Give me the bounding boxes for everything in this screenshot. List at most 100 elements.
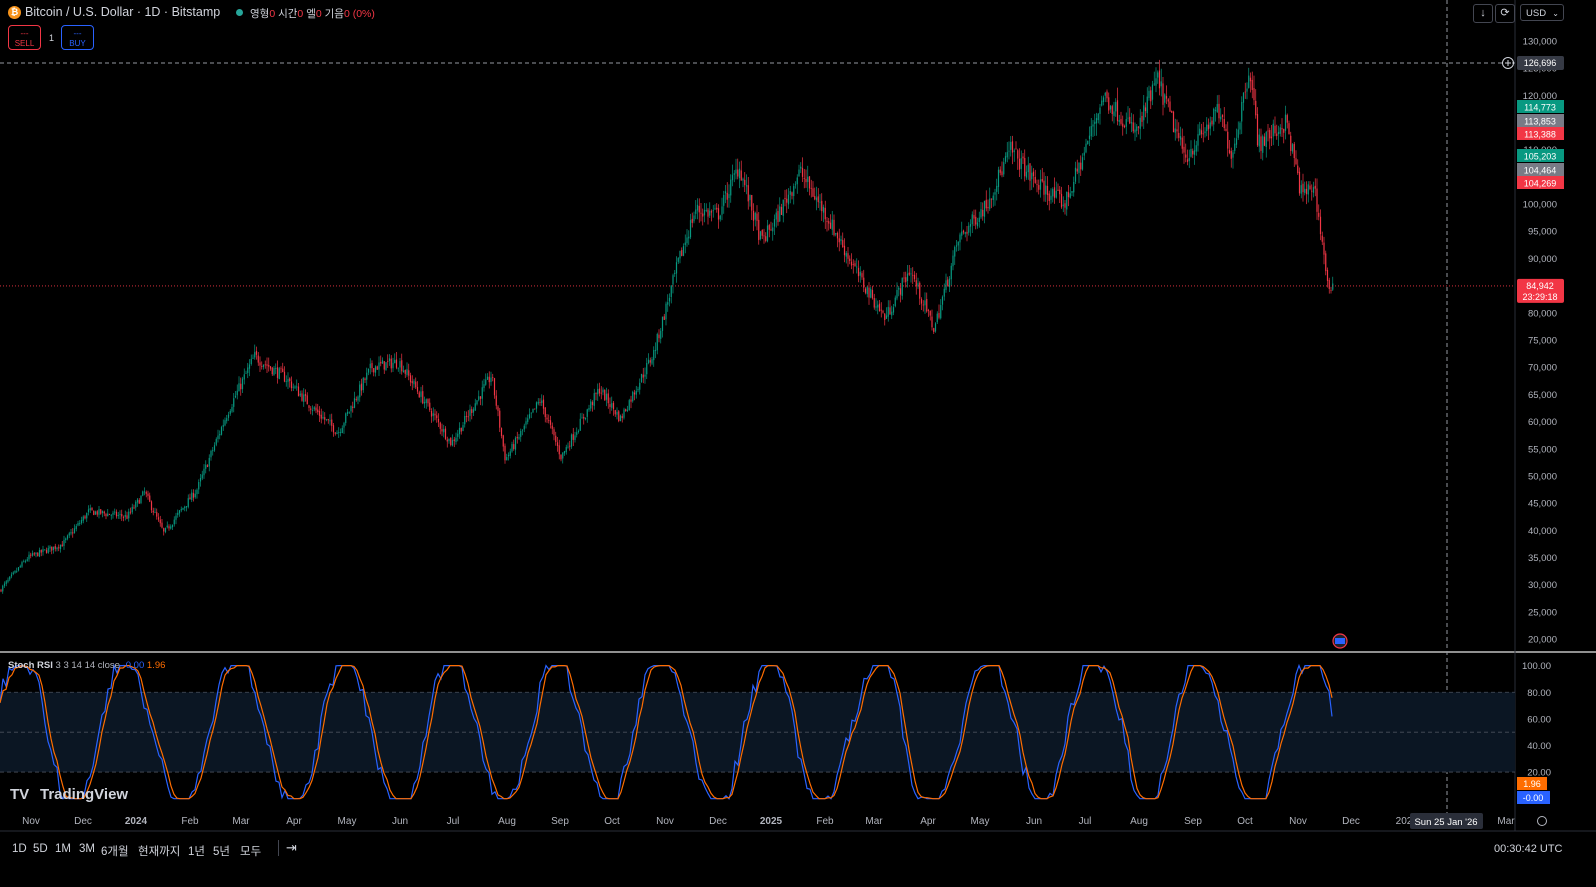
candle-body: [950, 265, 952, 280]
time-tick-label: Apr: [920, 816, 936, 827]
candle-body: [429, 402, 431, 411]
candle-body: [143, 491, 146, 493]
timeframe-button[interactable]: 6개월: [101, 846, 129, 858]
chart-header: ₿ Bitcoin / U.S. Dollar · 1D · Bitstamp …: [0, 0, 1596, 24]
time-tick-label: Jun: [392, 816, 408, 827]
candle-body: [378, 362, 380, 370]
timeframe-button[interactable]: 5D: [33, 843, 48, 855]
candle-body: [803, 178, 805, 179]
buy-button[interactable]: --- BUY: [61, 25, 94, 50]
timeframe-button[interactable]: 현재까지: [138, 846, 181, 858]
timeframe-button[interactable]: 모두: [240, 846, 262, 858]
candle-body: [1118, 120, 1120, 122]
candle-body: [292, 386, 294, 388]
candle-body: [758, 219, 760, 241]
candle-body: [446, 439, 448, 442]
candle-body: [796, 177, 798, 185]
candle-body: [759, 231, 762, 240]
candle-body: [296, 386, 298, 388]
candle-body: [465, 415, 468, 417]
candle-body: [1202, 133, 1204, 135]
candle-body: [170, 526, 172, 529]
time-tick-label: Oct: [604, 816, 620, 827]
candle-body: [871, 290, 874, 299]
candle-body: [10, 574, 13, 577]
candle-body: [254, 352, 256, 358]
candle-body: [1286, 115, 1288, 123]
candle-body: [476, 400, 478, 405]
candle-body: [164, 527, 167, 533]
clock-readout[interactable]: 00:30:42 UTC: [1494, 843, 1563, 855]
candle-body: [420, 391, 422, 397]
timeframe-button[interactable]: 1D: [12, 843, 27, 855]
chevron-down-icon: ⌄: [1552, 9, 1559, 18]
candle-body: [875, 306, 877, 308]
candle-body: [962, 230, 965, 233]
candle-body: [205, 464, 207, 469]
candle-body: [619, 415, 622, 422]
candle-body: [283, 371, 286, 382]
candle-body: [602, 389, 604, 393]
candle-body: [192, 493, 195, 498]
candle-body: [117, 514, 119, 516]
arrow-down-icon[interactable]: ↓: [1473, 4, 1493, 23]
timeframe-button[interactable]: 3M: [79, 843, 95, 855]
ohlc-time-value: 0: [297, 8, 304, 20]
candle-body: [1321, 235, 1323, 242]
candle-body: [1127, 117, 1129, 119]
candle-body: [994, 192, 996, 195]
sell-button[interactable]: --- SELL: [8, 25, 41, 50]
candle-body: [523, 425, 525, 430]
candle-body: [833, 219, 835, 236]
sell-label: SELL: [14, 39, 35, 48]
candle-body: [906, 273, 909, 282]
candle-body: [1214, 110, 1217, 112]
candles-group: [0, 59, 1334, 594]
price-tick-label: 50,000: [1528, 471, 1557, 482]
candle-body: [252, 357, 254, 359]
calendar-range-icon[interactable]: ⇥: [286, 840, 297, 855]
candle-body: [742, 178, 744, 181]
candle-body: [861, 273, 863, 278]
candle-body: [101, 511, 104, 514]
candle-body: [201, 474, 203, 479]
candle-body: [100, 509, 102, 514]
timeframe-button[interactable]: 1년: [188, 846, 205, 858]
time-tick-label: Feb: [181, 816, 199, 827]
candle-body: [42, 549, 44, 553]
time-tick-label: Dec: [709, 816, 727, 827]
candle-body: [145, 492, 147, 494]
timeframe-button[interactable]: 5년: [213, 846, 230, 858]
order-quantity[interactable]: 1: [49, 33, 55, 43]
candle-body: [973, 215, 975, 219]
candle-body: [142, 491, 144, 496]
candle-body: [885, 315, 888, 319]
candle-body: [530, 412, 532, 414]
price-tick-label: 55,000: [1528, 444, 1557, 455]
candle-body: [1190, 148, 1192, 157]
time-tick-label: Jun: [1026, 816, 1042, 827]
refresh-icon[interactable]: ⟳: [1495, 4, 1515, 23]
candle-body: [1206, 124, 1208, 131]
stoch-rsi-legend[interactable]: Stoch RSI 3 3 14 14 close -0.00 1.96: [8, 660, 165, 671]
candle-body: [752, 210, 755, 221]
candle-body: [978, 217, 980, 222]
candle-body: [630, 399, 632, 402]
currency-select[interactable]: USD ⌄: [1520, 4, 1564, 21]
candle-body: [702, 213, 704, 217]
ohlc-low-label: 엘: [306, 8, 316, 20]
candle-body: [698, 205, 700, 213]
candle-body: [637, 388, 639, 391]
candle-body: [992, 195, 994, 200]
candle-body: [133, 507, 135, 509]
candle-body: [1300, 185, 1302, 194]
candle-body: [30, 554, 32, 556]
candle-body: [1199, 128, 1201, 136]
candle-body: [793, 186, 795, 197]
symbol-title[interactable]: Bitcoin / U.S. Dollar · 1D · Bitstamp: [25, 5, 221, 19]
candle-body: [399, 361, 401, 368]
candle-body: [990, 198, 993, 200]
timeframe-button[interactable]: 1M: [55, 843, 71, 855]
candle-body: [980, 209, 982, 218]
